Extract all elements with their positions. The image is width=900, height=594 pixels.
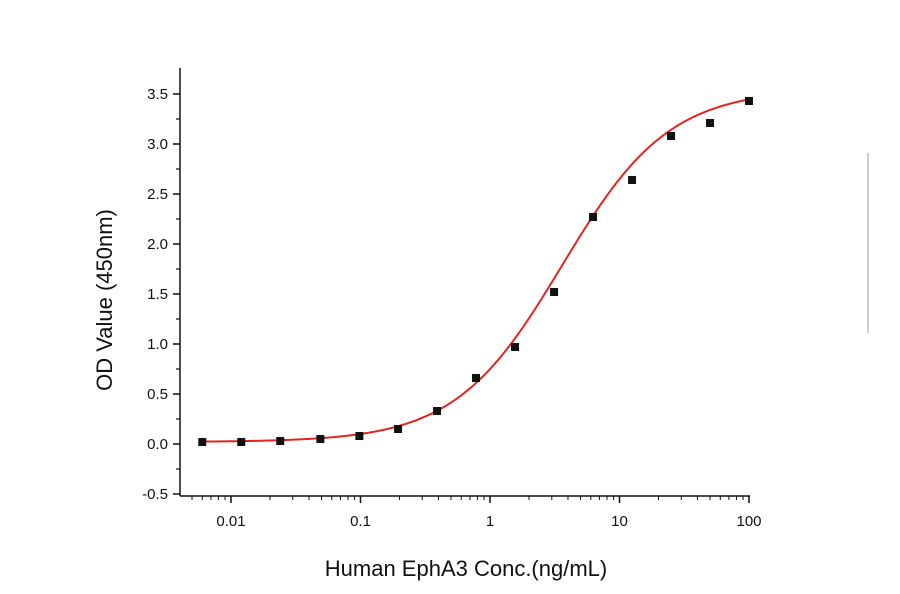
side-divider <box>867 153 869 333</box>
data-point <box>511 343 520 351</box>
x-tick-label: 1 <box>486 513 494 530</box>
data-point <box>433 407 442 415</box>
x-tick-label: 10 <box>611 513 628 530</box>
data-points <box>198 97 753 446</box>
y-tick-label: 3.0 <box>147 136 168 153</box>
y-tick-label: 0.0 <box>147 436 168 453</box>
data-point <box>745 97 753 105</box>
y-tick-label: 3.5 <box>147 86 168 103</box>
data-point <box>589 213 598 221</box>
data-point <box>394 425 403 433</box>
y-axis: -0.5 0.0 0.5 1.0 1.5 2.0 2.5 3.0 3.5 <box>142 68 181 503</box>
y-tick-label: 1.5 <box>147 286 168 303</box>
x-tick-label: 0.01 <box>216 513 245 530</box>
data-point <box>628 176 637 184</box>
data-point <box>550 288 559 296</box>
data-point <box>355 432 364 440</box>
y-axis-title: OD Value (450nm) <box>92 209 117 391</box>
data-point <box>472 374 481 382</box>
y-tick-label: 2.0 <box>147 236 168 253</box>
data-point <box>316 435 325 443</box>
y-tick-label: 1.0 <box>147 336 168 353</box>
fit-curve <box>202 98 750 443</box>
x-axis-title: Human EphA3 Conc.(ng/mL) <box>325 556 607 581</box>
data-point <box>706 119 715 127</box>
y-tick-label: 0.5 <box>147 386 168 403</box>
data-point <box>276 437 285 445</box>
fit-curve-line <box>202 98 750 443</box>
x-tick-label: 100 <box>736 513 761 530</box>
y-tick-label: -0.5 <box>142 486 168 503</box>
data-point <box>237 438 246 446</box>
x-tick-label: 0.1 <box>350 513 371 530</box>
x-axis: 0.01 0.1 1 10 100 <box>180 495 762 530</box>
data-point <box>198 438 207 446</box>
y-tick-label: 2.5 <box>147 186 168 203</box>
data-point <box>667 132 676 140</box>
